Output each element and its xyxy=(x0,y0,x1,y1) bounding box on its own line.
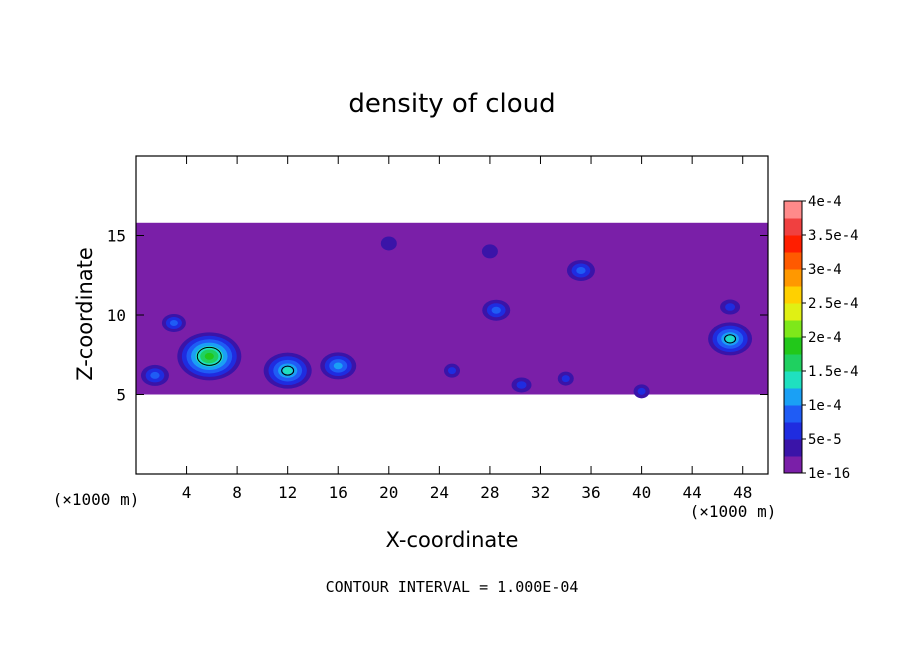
x-axis-label: X-coordinate xyxy=(386,528,519,552)
colorbar-segment-10 xyxy=(784,303,802,321)
x-tick-label-16: 16 xyxy=(329,483,348,502)
colorbar-segment-5 xyxy=(784,388,802,406)
colorbar-label-9: 4e-4 xyxy=(808,194,842,210)
colorbar-label-3: 1e-4 xyxy=(808,398,842,414)
y-tick-label-15: 15 xyxy=(107,227,126,246)
y-axis-label: Z-coordinate xyxy=(73,247,97,381)
cloud-core-8-band-5 xyxy=(725,335,735,343)
colorbar-segment-7 xyxy=(784,354,802,372)
cloud-core-7-band-3 xyxy=(576,266,586,274)
colorbar-label-2: 5e-5 xyxy=(808,432,842,448)
cloud-core-8 xyxy=(708,322,753,356)
x-tick-label-48: 48 xyxy=(733,483,752,502)
cloud-core-11 xyxy=(557,371,574,386)
x-tick-label-4: 4 xyxy=(182,483,192,502)
cloud-core-9-band-2 xyxy=(725,303,736,311)
x-tick-label-36: 36 xyxy=(581,483,600,502)
colorbar-label-4: 1.5e-4 xyxy=(808,364,859,380)
cloud-core-10 xyxy=(511,377,532,393)
colorbar-segment-6 xyxy=(784,371,802,389)
y-axis-ticks: 5 10 15 xyxy=(107,227,768,405)
x-axis-ticks: 4 8 12 16 20 24 28 32 36 40 44 48 xyxy=(182,156,752,502)
colorbar-label-8: 3.5e-4 xyxy=(808,228,859,244)
colorbar-label-7: 3e-4 xyxy=(808,262,842,278)
x-tick-label-20: 20 xyxy=(379,483,398,502)
x-tick-label-24: 24 xyxy=(430,483,449,502)
y-tick-label-5: 5 xyxy=(116,386,126,405)
contour-line-8 xyxy=(724,334,737,344)
colorbar-segment-2 xyxy=(784,439,802,457)
y-tick-label-10: 10 xyxy=(107,306,126,325)
cloud-core-13 xyxy=(444,363,460,378)
colorbar-segment-11 xyxy=(784,286,802,304)
colorbar-label-6: 2.5e-4 xyxy=(808,296,859,312)
colorbar-segment-13 xyxy=(784,252,802,270)
cloud-core-11-band-2 xyxy=(561,375,570,383)
cloud-core-15-band-1 xyxy=(481,244,498,259)
colorbar-label-1: 1e-16 xyxy=(808,466,850,482)
x-axis-unit-left: (×1000 m) xyxy=(53,490,140,509)
chart-title: density of cloud xyxy=(348,89,555,119)
colorbar-segment-14 xyxy=(784,235,802,253)
cloud-core-4 xyxy=(161,313,186,332)
cloud-core-2 xyxy=(263,352,312,389)
x-tick-label-40: 40 xyxy=(632,483,651,502)
cloud-density-field xyxy=(136,222,768,399)
cloud-core-3-band-4 xyxy=(333,362,343,370)
colorbar-segment-3 xyxy=(784,422,802,440)
cloud-core-3 xyxy=(320,352,357,380)
cloud-core-12-band-2 xyxy=(637,387,646,395)
cloud-core-6 xyxy=(482,299,511,321)
colorbar-segment-4 xyxy=(784,405,802,423)
cloud-core-15 xyxy=(481,244,498,259)
contour-line-2 xyxy=(281,365,295,376)
cloud-core-14-band-1 xyxy=(380,236,397,251)
colorbar-segment-15 xyxy=(784,218,802,236)
x-tick-label-32: 32 xyxy=(531,483,550,502)
cloud-core-10-band-2 xyxy=(516,381,527,389)
contour-line-1 xyxy=(196,346,222,366)
cloud-core-12 xyxy=(633,384,650,399)
colorbar-segment-8 xyxy=(784,337,802,355)
cloud-core-1 xyxy=(177,332,242,381)
cloud-core-4-band-3 xyxy=(169,319,178,326)
cloud-core-5 xyxy=(140,364,169,386)
x-tick-label-8: 8 xyxy=(232,483,242,502)
cloud-core-13-band-2 xyxy=(448,367,456,375)
x-tick-label-44: 44 xyxy=(683,483,702,502)
cloud-core-9 xyxy=(720,299,741,315)
colorbar-segment-1 xyxy=(784,456,802,474)
cloud-core-2-band-5 xyxy=(282,367,293,375)
colorbar-segment-12 xyxy=(784,269,802,287)
colorbar-segment-9 xyxy=(784,320,802,338)
x-tick-label-12: 12 xyxy=(278,483,297,502)
cloud-core-5-band-3 xyxy=(150,371,160,379)
contour-interval-note: CONTOUR INTERVAL = 1.000E-04 xyxy=(326,578,579,596)
colorbar-label-5: 2e-4 xyxy=(808,330,842,346)
colorbar: 1e-16 5e-5 1e-4 1.5e-4 2e-4 2.5e-4 3e-4 3.5e-4 4… xyxy=(783,194,859,482)
cloud-core-7 xyxy=(566,259,595,281)
cloud-core-1-band-7 xyxy=(204,352,214,360)
x-tick-label-28: 28 xyxy=(480,483,499,502)
colorbar-segment-16 xyxy=(784,201,802,219)
cloud-core-14 xyxy=(380,236,397,251)
cloud-core-6-band-3 xyxy=(491,306,501,314)
x-axis-unit-right: (×1000 m) xyxy=(690,502,777,521)
